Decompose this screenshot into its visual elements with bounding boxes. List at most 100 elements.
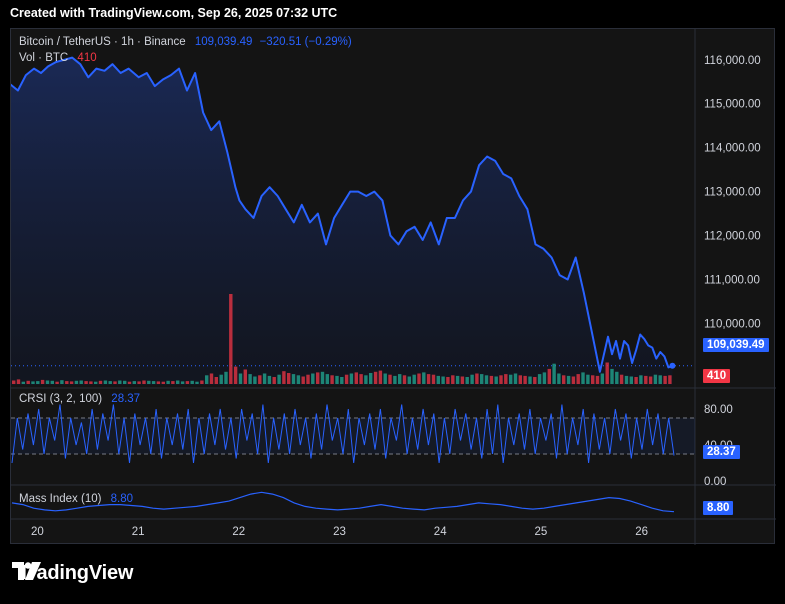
volume-bar bbox=[388, 374, 392, 384]
volume-bar bbox=[552, 363, 556, 384]
volume-bar bbox=[248, 374, 252, 384]
volume-bar bbox=[26, 380, 30, 384]
volume-bar bbox=[282, 371, 286, 384]
created-with-text: Created with TradingView.com, Sep 26, 20… bbox=[10, 6, 338, 20]
volume-bar bbox=[142, 380, 146, 384]
price-axis-label: 113,000.00 bbox=[704, 187, 761, 199]
volume-bar bbox=[610, 368, 614, 384]
volume-bar bbox=[595, 375, 600, 384]
volume-bar bbox=[287, 373, 291, 384]
volume-bar bbox=[98, 380, 103, 384]
price-axis-label: 114,000.00 bbox=[704, 143, 761, 155]
volume-bar bbox=[55, 381, 59, 384]
volume-bar bbox=[378, 370, 383, 384]
volume-bar bbox=[69, 381, 74, 384]
volume-tag: 410 bbox=[703, 369, 731, 383]
legend-symbol-row[interactable]: Bitcoin / TetherUS · 1h · Binance 109,03… bbox=[19, 36, 352, 48]
volume-bar bbox=[296, 375, 301, 384]
volume-bar bbox=[316, 372, 320, 384]
volume-bar bbox=[364, 375, 368, 384]
volume-bar bbox=[229, 294, 233, 384]
time-axis-label: 20 bbox=[31, 526, 44, 538]
volume-bar bbox=[36, 381, 40, 384]
legend-volume-row[interactable]: Vol · BTC 410 bbox=[19, 52, 97, 64]
price-area-fill bbox=[11, 57, 673, 385]
volume-bar bbox=[509, 374, 513, 384]
volume-bar bbox=[422, 372, 426, 384]
volume-bar bbox=[644, 375, 648, 384]
chart-svg[interactable]: 116,000.00 115,000.00 114,000.00 113,000.00… bbox=[11, 29, 776, 545]
volume-bar bbox=[426, 374, 431, 384]
volume-bar bbox=[537, 374, 542, 384]
volume-bar bbox=[335, 375, 339, 384]
volume-bar bbox=[398, 374, 402, 384]
legend-crsi-value: 28.37 bbox=[111, 393, 141, 405]
volume-bar bbox=[605, 362, 609, 384]
time-axis[interactable]: 20 21 22 23 24 25 26 bbox=[31, 526, 648, 538]
volume-bar bbox=[94, 381, 98, 384]
volume-bar bbox=[180, 381, 185, 384]
volume-bar bbox=[600, 373, 604, 384]
legend-volume-label[interactable]: Vol · BTC bbox=[19, 52, 69, 64]
volume-bar bbox=[446, 377, 450, 384]
volume-bar bbox=[306, 374, 310, 384]
volume-bar bbox=[320, 371, 325, 384]
volume-bar bbox=[233, 366, 238, 384]
legend-mass-value: 8.80 bbox=[110, 493, 134, 505]
tradingview-logo-text: TradingView bbox=[18, 562, 134, 584]
tradingview-logo-icon bbox=[12, 562, 41, 580]
legend-symbol[interactable]: Bitcoin / TetherUS · 1h · Binance bbox=[19, 36, 186, 48]
volume-bar bbox=[60, 380, 64, 384]
volume-bar bbox=[113, 381, 117, 384]
price-pane[interactable] bbox=[11, 56, 695, 385]
mass-index-line bbox=[11, 491, 675, 513]
volume-bar bbox=[267, 375, 272, 384]
volume-bar bbox=[151, 381, 156, 384]
volume-bar bbox=[528, 376, 532, 384]
mass-pane[interactable] bbox=[11, 491, 675, 513]
price-axis[interactable]: 116,000.00 115,000.00 114,000.00 113,000.00… bbox=[704, 55, 761, 488]
volume-bar bbox=[253, 376, 257, 384]
volume-bar bbox=[533, 377, 537, 384]
volume-bar bbox=[586, 374, 590, 384]
volume-bar bbox=[89, 381, 93, 384]
crsi-axis-label: 0.00 bbox=[704, 476, 726, 488]
chart-frame[interactable]: 116,000.00 115,000.00 114,000.00 113,000.00… bbox=[10, 28, 776, 545]
volume-bar bbox=[475, 373, 479, 384]
volume-bar bbox=[161, 381, 165, 384]
volume-bar bbox=[373, 371, 378, 384]
volume-bar bbox=[185, 381, 190, 384]
volume-bar bbox=[417, 373, 421, 384]
volume-bar bbox=[311, 373, 315, 384]
volume-bar bbox=[648, 376, 653, 384]
legend-crsi-row[interactable]: CRSI (3, 2, 100) 28.37 bbox=[19, 393, 140, 405]
volume-bar bbox=[634, 377, 638, 384]
volume-bar bbox=[291, 374, 296, 384]
volume-bar bbox=[484, 375, 489, 384]
volume-bar bbox=[354, 372, 358, 384]
volume-bar bbox=[214, 377, 218, 384]
legend-mass-row[interactable]: Mass Index (10) 8.80 bbox=[19, 493, 133, 505]
volume-bar bbox=[50, 380, 54, 384]
volume-bar bbox=[147, 380, 151, 384]
volume-bar bbox=[123, 380, 127, 384]
volume-bar bbox=[518, 375, 522, 384]
volume-bar bbox=[262, 373, 267, 384]
last-price-dot bbox=[669, 362, 676, 369]
time-axis-label: 21 bbox=[132, 526, 145, 538]
crsi-pane[interactable] bbox=[11, 404, 695, 464]
legend-mass-label[interactable]: Mass Index (10) bbox=[19, 493, 102, 505]
volume-bar bbox=[504, 374, 508, 384]
volume-bar bbox=[576, 374, 580, 384]
volume-bar bbox=[624, 375, 629, 384]
volume-bar bbox=[137, 381, 141, 384]
volume-bar bbox=[359, 374, 363, 384]
time-axis-label: 26 bbox=[635, 526, 648, 538]
volume-bar bbox=[12, 380, 16, 384]
tradingview-logo[interactable]: TradingView bbox=[12, 562, 133, 585]
legend-crsi-label[interactable]: CRSI (3, 2, 100) bbox=[19, 393, 103, 405]
volume-bar bbox=[243, 369, 247, 384]
volume-bar bbox=[219, 374, 223, 384]
price-axis-label: 115,000.00 bbox=[704, 99, 761, 111]
crsi-axis-label: 80.00 bbox=[704, 404, 733, 416]
